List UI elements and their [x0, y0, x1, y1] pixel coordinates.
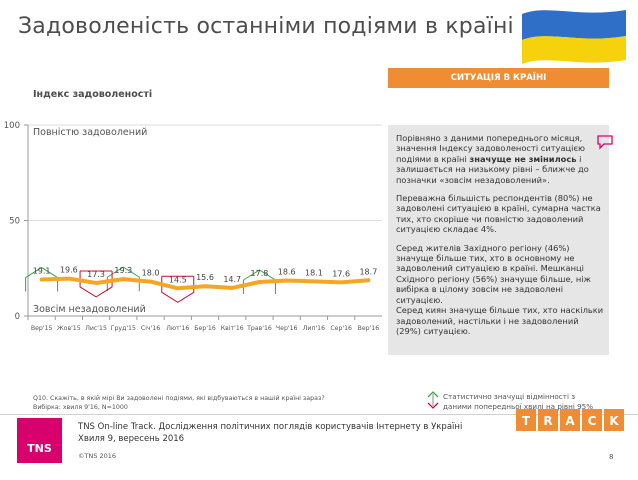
footnote: Q10. Скажіть, в якій мірі Ви задоволені …: [33, 394, 325, 412]
page-title: Задоволеність останніми подіями в країні: [18, 14, 514, 39]
x-tick-label: Вер'16: [358, 325, 380, 332]
commentary-p2: Переважна більшість респондентів (80%) н…: [396, 193, 601, 235]
track-letter-k: K: [609, 414, 619, 428]
commentary-p1c: і залишається на низькому рівні – ближче…: [396, 153, 589, 185]
data-label: 19.3: [114, 266, 132, 275]
x-tick-label: Лют'16: [166, 325, 189, 332]
track-letter-t: T: [522, 414, 531, 428]
commentary-p1a: Порівняно з даними попереднього місяця, …: [396, 133, 586, 164]
index-label: Індекс задоволеності: [33, 89, 153, 100]
question-text: Q10. Скажіть, в якій мірі Ви задоволені …: [33, 395, 325, 402]
ukraine-flag-image: [522, 10, 626, 64]
tns-logo: TNS: [17, 418, 62, 463]
y-tick-label: 50: [9, 217, 20, 227]
commentary-p1-highlight: значуще не змінилось: [469, 153, 577, 164]
commentary-panel: [388, 125, 609, 355]
data-label: 18.1: [305, 268, 323, 277]
bottom-annotation: Зовсім незадоволений: [33, 304, 146, 315]
footer-title: TNS On-line Track. Дослідження політични…: [78, 422, 463, 432]
data-label: 17.6: [332, 269, 350, 278]
data-label: 18.6: [278, 267, 296, 276]
x-tick-label: Квіт'16: [221, 324, 244, 332]
x-tick-label: Лис'15: [85, 325, 107, 332]
x-tick-label: Жов'15: [57, 325, 81, 332]
situation-banner: СИТУАЦІЯ В КРАЇНІ: [388, 68, 609, 88]
data-label: 18.0: [142, 269, 160, 278]
data-label: 17.8: [251, 269, 269, 278]
y-tick-label: 0: [15, 312, 20, 322]
footer-copyright: ©TNS 2016: [78, 452, 117, 460]
track-letter-c: C: [588, 414, 597, 428]
y-tick-label: 100: [4, 121, 20, 131]
satisfaction-chart: 0 50 100 Вер'15 Жов'15 Лис'15 Груд'15 Січ'16 Лют…: [4, 121, 382, 332]
speech-bubble-icon: [597, 135, 613, 150]
data-label: 17.3: [87, 270, 105, 279]
data-label: 18.7: [359, 267, 377, 276]
data-label: 14.5: [169, 275, 187, 284]
track-letter-a: A: [565, 414, 575, 428]
x-tick-label: Груд'15: [111, 325, 136, 332]
x-tick-label: Січ'16: [141, 324, 160, 332]
page-number: 8: [609, 453, 614, 461]
data-label: 19.6: [60, 266, 78, 275]
sample-text: Вибірка: хвиля 9'16, N=1000: [33, 404, 128, 411]
commentary-p4: Серед киян значуще більше тих, хто наскі…: [396, 305, 604, 336]
x-tick-label: Вер'15: [31, 325, 53, 332]
x-tick-label: Лип'16: [303, 325, 325, 332]
data-label: 14.7: [223, 275, 241, 284]
track-letter-r: R: [543, 414, 552, 428]
data-label: 15.6: [196, 273, 214, 282]
footer-wave: Хвиля 9, вересень 2016: [78, 434, 185, 444]
footer-separator: [0, 414, 638, 415]
top-annotation: Повністю задоволений: [33, 127, 147, 138]
track-logo: T R A C K: [516, 409, 624, 431]
x-tick-label: Бер'16: [194, 325, 216, 332]
significance-note: Статистично значущі відмінності з даними…: [443, 392, 594, 411]
x-tick-label: Сер'16: [330, 325, 352, 332]
x-tick-label: Чер'16: [276, 325, 298, 332]
data-label: 19.1: [33, 267, 51, 276]
commentary-text: Порівняно з даними попереднього місяця, …: [396, 133, 604, 344]
series-line: [39, 276, 371, 291]
significance-icon: [427, 391, 439, 409]
commentary-p3: Серед жителів Західного регіону (46%) зн…: [396, 242, 592, 305]
x-tick-label: Трав'16: [246, 325, 272, 332]
